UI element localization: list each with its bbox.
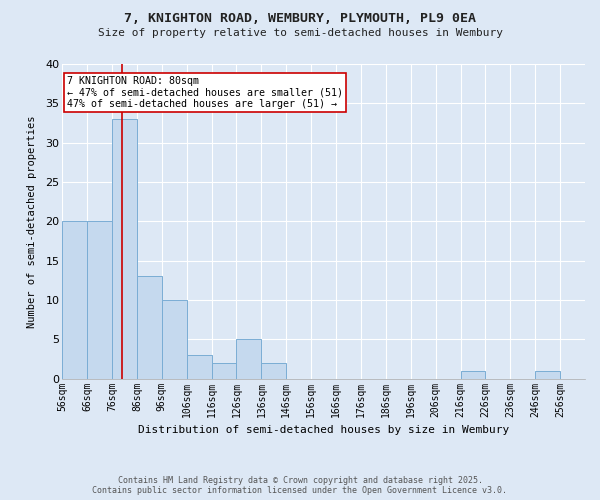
Y-axis label: Number of semi-detached properties: Number of semi-detached properties bbox=[27, 115, 37, 328]
Bar bbox=[112, 119, 137, 378]
Text: Contains HM Land Registry data © Crown copyright and database right 2025.
Contai: Contains HM Land Registry data © Crown c… bbox=[92, 476, 508, 495]
Bar bbox=[212, 363, 236, 378]
Bar bbox=[535, 371, 560, 378]
Bar bbox=[236, 340, 262, 378]
Bar bbox=[87, 222, 112, 378]
Bar bbox=[187, 355, 212, 378]
Text: 7, KNIGHTON ROAD, WEMBURY, PLYMOUTH, PL9 0EA: 7, KNIGHTON ROAD, WEMBURY, PLYMOUTH, PL9… bbox=[124, 12, 476, 26]
Bar bbox=[262, 363, 286, 378]
X-axis label: Distribution of semi-detached houses by size in Wembury: Distribution of semi-detached houses by … bbox=[138, 425, 509, 435]
Bar bbox=[62, 222, 87, 378]
Bar bbox=[461, 371, 485, 378]
Text: Size of property relative to semi-detached houses in Wembury: Size of property relative to semi-detach… bbox=[97, 28, 503, 38]
Text: 7 KNIGHTON ROAD: 80sqm
← 47% of semi-detached houses are smaller (51)
47% of sem: 7 KNIGHTON ROAD: 80sqm ← 47% of semi-det… bbox=[67, 76, 343, 109]
Bar bbox=[162, 300, 187, 378]
Bar bbox=[137, 276, 162, 378]
